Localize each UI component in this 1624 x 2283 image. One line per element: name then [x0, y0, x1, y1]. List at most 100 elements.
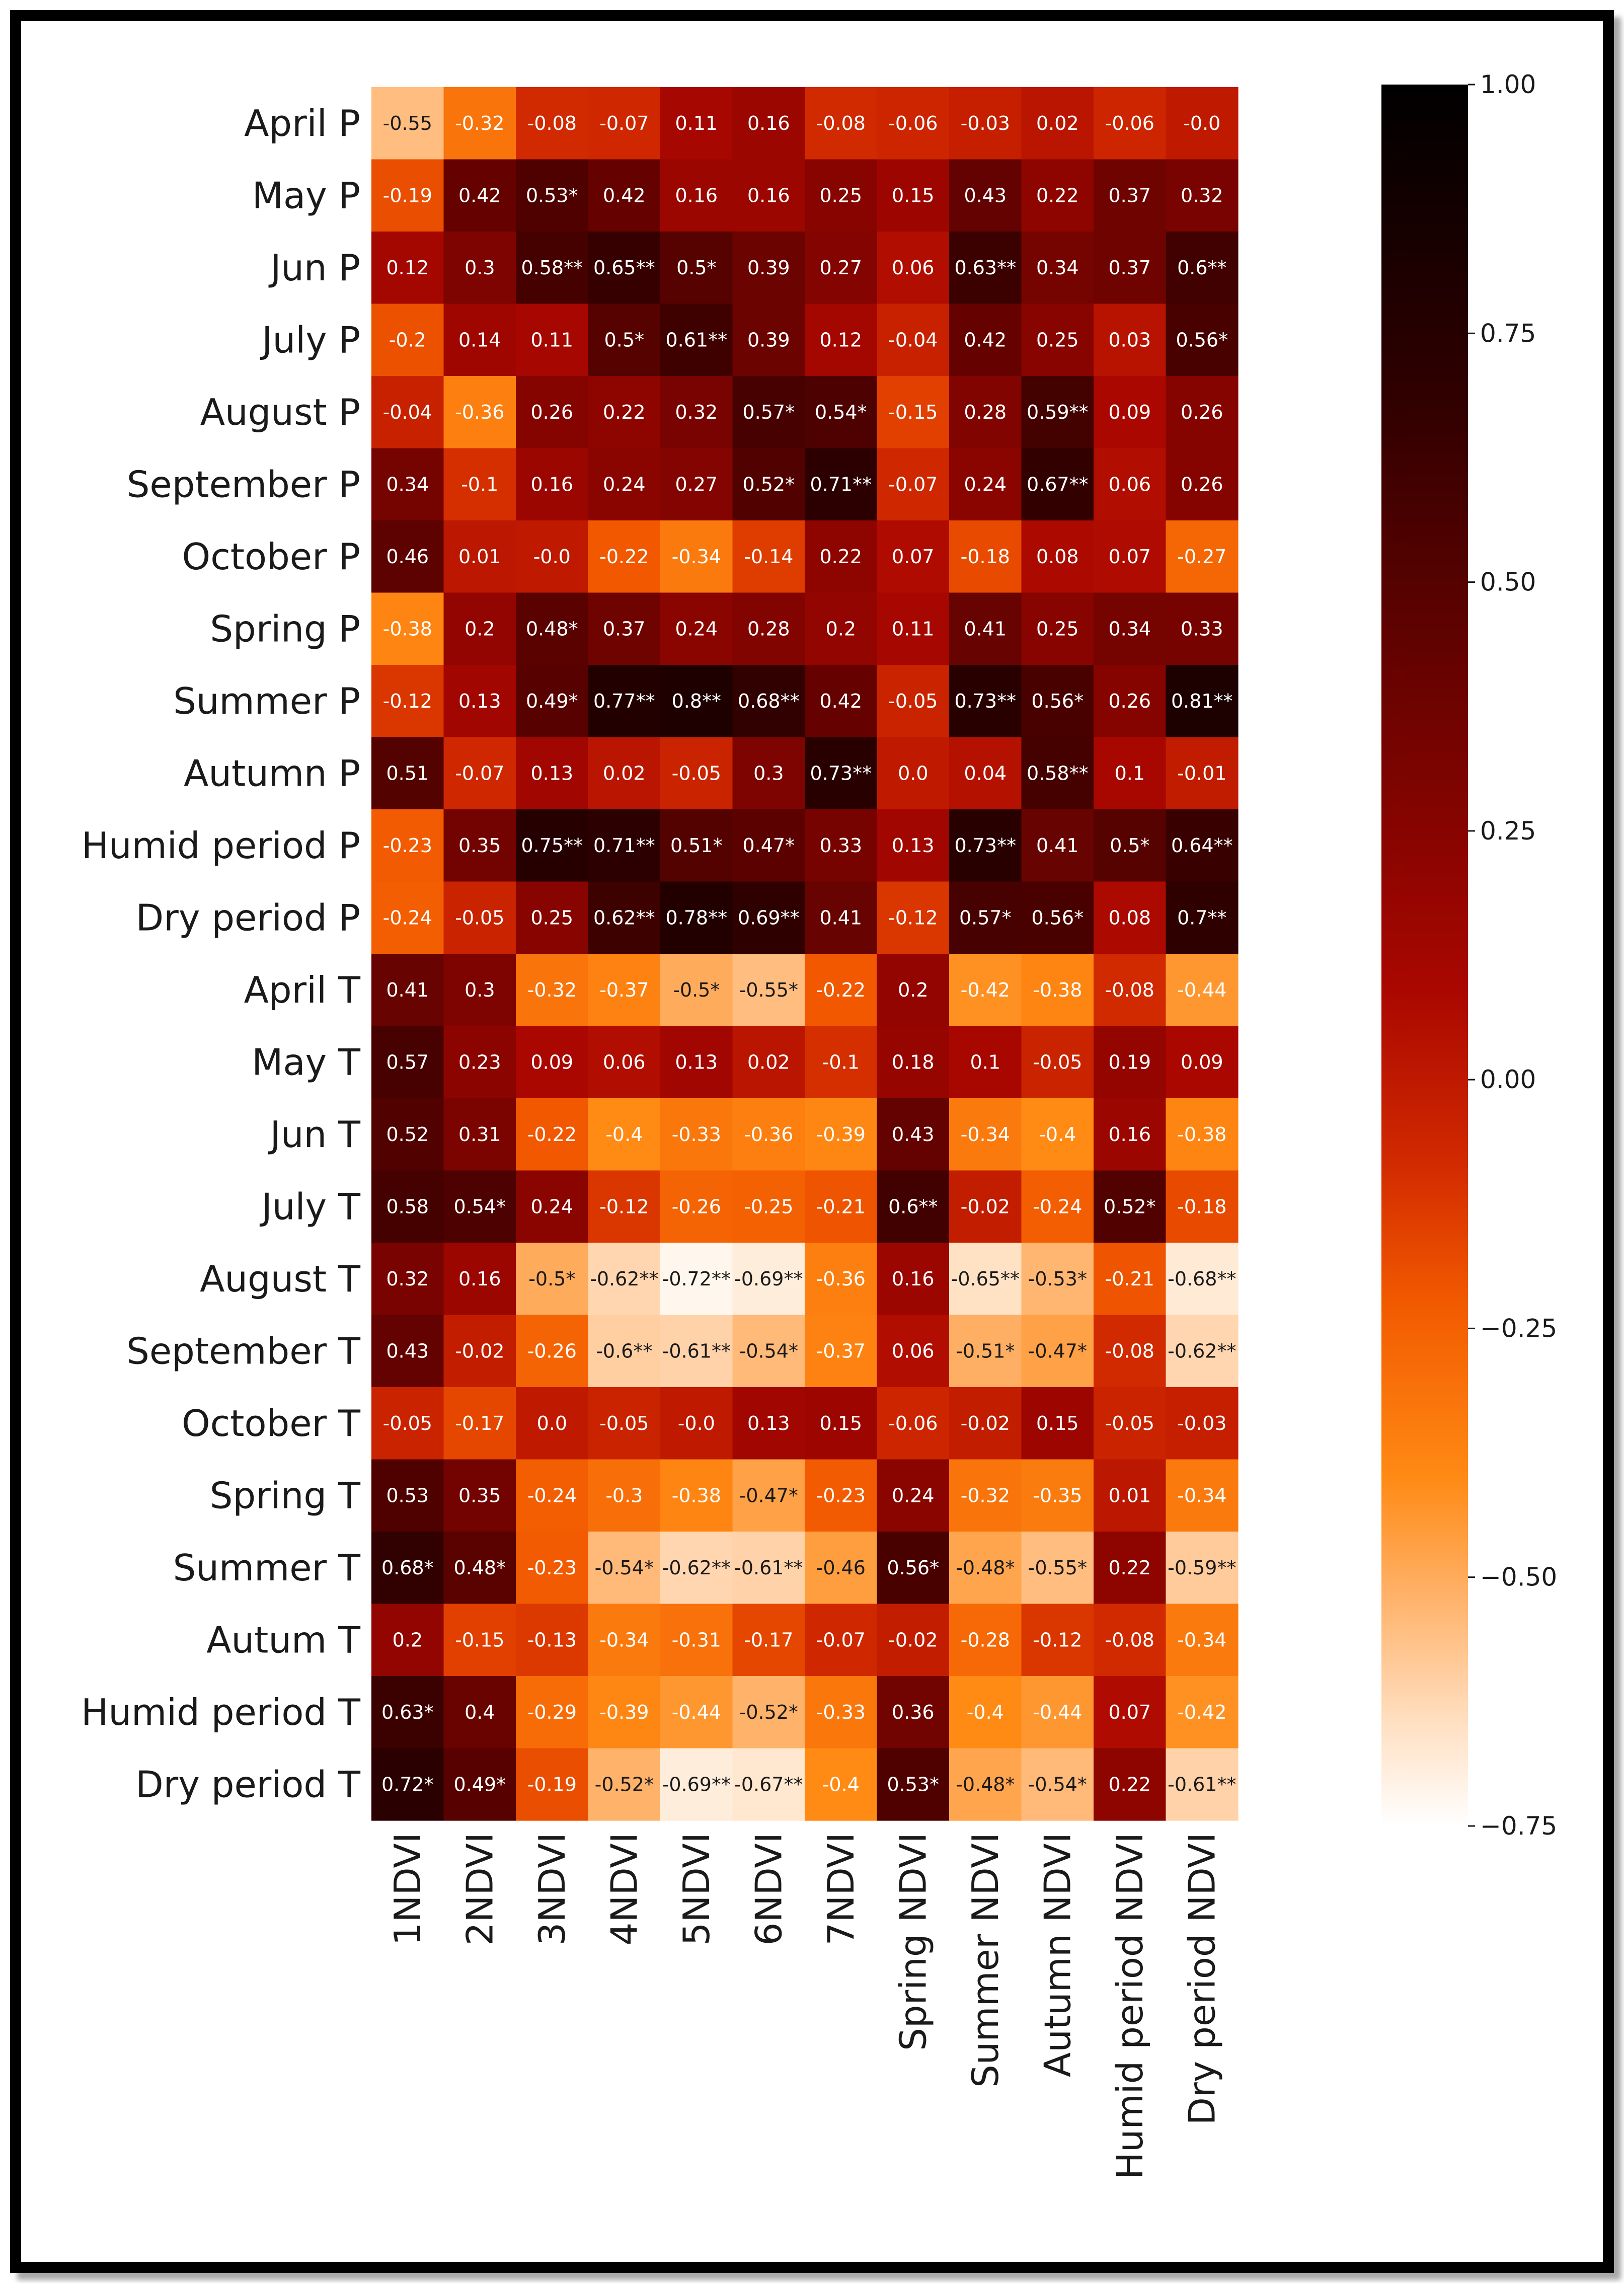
heatmap-cell — [1021, 1243, 1094, 1316]
cell-value-label: 0.16 — [892, 1268, 935, 1290]
cell-value-label: 0.26 — [530, 401, 573, 423]
cell-value-label: 0.15 — [892, 184, 935, 206]
cell-value-label: 0.16 — [675, 184, 718, 206]
cell-value-label: 0.63* — [381, 1701, 434, 1723]
heatmap-cell — [660, 1387, 733, 1460]
heatmap-cell — [1094, 1098, 1167, 1171]
cell-value-label: 0.19 — [1108, 1051, 1151, 1073]
heatmap-cell — [588, 159, 661, 232]
heatmap-cell — [805, 1604, 878, 1677]
x-tick-label: 3NDVI — [531, 1833, 573, 1945]
colorbar-tick-label: −0.75 — [1480, 1811, 1557, 1841]
cell-value-label: -0.17 — [455, 1412, 504, 1434]
heatmap-cell — [1166, 1170, 1239, 1243]
heatmap-cell — [1094, 376, 1167, 449]
cell-value-label: 0.22 — [1108, 1557, 1151, 1579]
cell-value-label: 0.57 — [386, 1051, 429, 1073]
heatmap-cell — [732, 1676, 805, 1749]
heatmap-cell — [588, 1243, 661, 1316]
heatmap-cell — [1166, 1532, 1239, 1605]
heatmap-cell — [588, 1676, 661, 1749]
heatmap-cell — [732, 1315, 805, 1388]
heatmap-cell — [1021, 448, 1094, 521]
heatmap-cell — [732, 1748, 805, 1821]
heatmap-cell — [1094, 665, 1167, 738]
heatmap-cell — [1021, 1532, 1094, 1605]
cell-value-label: -0.26 — [527, 1340, 577, 1362]
cell-value-label: 0.53* — [887, 1773, 939, 1795]
cell-value-label: -0.62** — [590, 1268, 658, 1290]
cell-value-label: 0.22 — [603, 401, 646, 423]
colorbar-tick-label: 0.75 — [1480, 319, 1536, 348]
cell-value-label: -0.46 — [816, 1557, 866, 1579]
cell-value-label: 0.24 — [603, 473, 646, 495]
colorbar-tick-label: 0.00 — [1480, 1065, 1536, 1094]
heatmap-cell — [1021, 737, 1094, 810]
heatmap-cell — [588, 1387, 661, 1460]
cell-value-label: -0.22 — [527, 1123, 577, 1146]
cell-value-label: 0.5* — [604, 329, 644, 351]
cell-value-label: -0.33 — [816, 1701, 866, 1723]
heatmap-cell — [949, 737, 1022, 810]
heatmap-cell — [660, 737, 733, 810]
cell-value-label: -0.31 — [672, 1629, 721, 1651]
cell-value-label: 0.16 — [458, 1268, 501, 1290]
cell-value-label: -0.05 — [1033, 1051, 1082, 1073]
heatmap-cell — [1094, 303, 1167, 376]
cell-value-label: 0.03 — [1108, 329, 1151, 351]
heatmap-cell — [1094, 1676, 1167, 1749]
heatmap-cell — [1166, 1676, 1239, 1749]
y-tick-label: August P — [200, 391, 360, 433]
heatmap-cell — [805, 232, 878, 305]
heatmap-cell — [1166, 1243, 1239, 1316]
cell-value-label: -0.55* — [1028, 1557, 1087, 1579]
cell-value-label: 0.07 — [1108, 1701, 1151, 1723]
cell-value-label: 0.37 — [603, 618, 646, 640]
cell-value-label: 0.71** — [810, 473, 872, 495]
cell-value-label: -0.12 — [599, 1195, 649, 1217]
heatmap-cell — [1094, 1026, 1167, 1099]
heatmap-cell — [1021, 809, 1094, 882]
cell-value-label: -0.36 — [744, 1123, 793, 1146]
cell-value-label: 0.7** — [1177, 906, 1226, 929]
heatmap-cell — [877, 1243, 950, 1316]
cell-value-label: 0.4 — [465, 1701, 495, 1723]
cell-value-label: 0.22 — [819, 546, 862, 568]
cell-value-label: -0.34 — [599, 1629, 649, 1651]
heatmap-cell — [949, 1170, 1022, 1243]
cell-value-label: -0.06 — [888, 112, 938, 134]
cell-value-label: -0.68** — [1168, 1268, 1236, 1290]
heatmap-cell — [805, 1676, 878, 1749]
cell-value-label: -0.24 — [1033, 1195, 1082, 1217]
y-tick-label: Summer P — [173, 680, 360, 722]
cell-value-label: -0.19 — [383, 184, 432, 206]
cell-value-label: -0.67** — [734, 1773, 803, 1795]
heatmap-cell — [1166, 1748, 1239, 1821]
cell-value-label: -0.27 — [1177, 546, 1226, 568]
cell-value-label: 0.33 — [819, 834, 862, 857]
cell-value-label: -0.54* — [739, 1340, 798, 1362]
cell-value-label: 0.53* — [526, 184, 578, 206]
cell-value-label: 0.11 — [892, 618, 935, 640]
heatmap-cell — [805, 520, 878, 593]
cell-value-label: 0.39 — [747, 329, 790, 351]
heatmap-cell — [660, 1243, 733, 1316]
cell-value-label: 0.35 — [458, 834, 501, 857]
heatmap-cell — [588, 1748, 661, 1821]
heatmap-cell — [660, 665, 733, 738]
heatmap-cell — [443, 232, 516, 305]
x-tick-label: Summer NDVI — [964, 1833, 1007, 2088]
cell-value-label: -0.51* — [956, 1340, 1015, 1362]
heatmap-cell — [588, 809, 661, 882]
heatmap-cell — [371, 1676, 444, 1749]
cell-value-label: -0.23 — [383, 834, 432, 857]
cell-value-label: 0.41 — [1036, 834, 1079, 857]
cell-value-label: -0.62** — [662, 1557, 731, 1579]
heatmap-cell — [949, 1026, 1022, 1099]
heatmap-cell — [805, 954, 878, 1027]
heatmap-cell — [877, 1026, 950, 1099]
cell-value-label: 0.58 — [386, 1195, 429, 1217]
cell-value-label: -0.38 — [1033, 979, 1082, 1001]
heatmap-cell — [443, 520, 516, 593]
cell-value-label: 0.18 — [892, 1051, 935, 1073]
